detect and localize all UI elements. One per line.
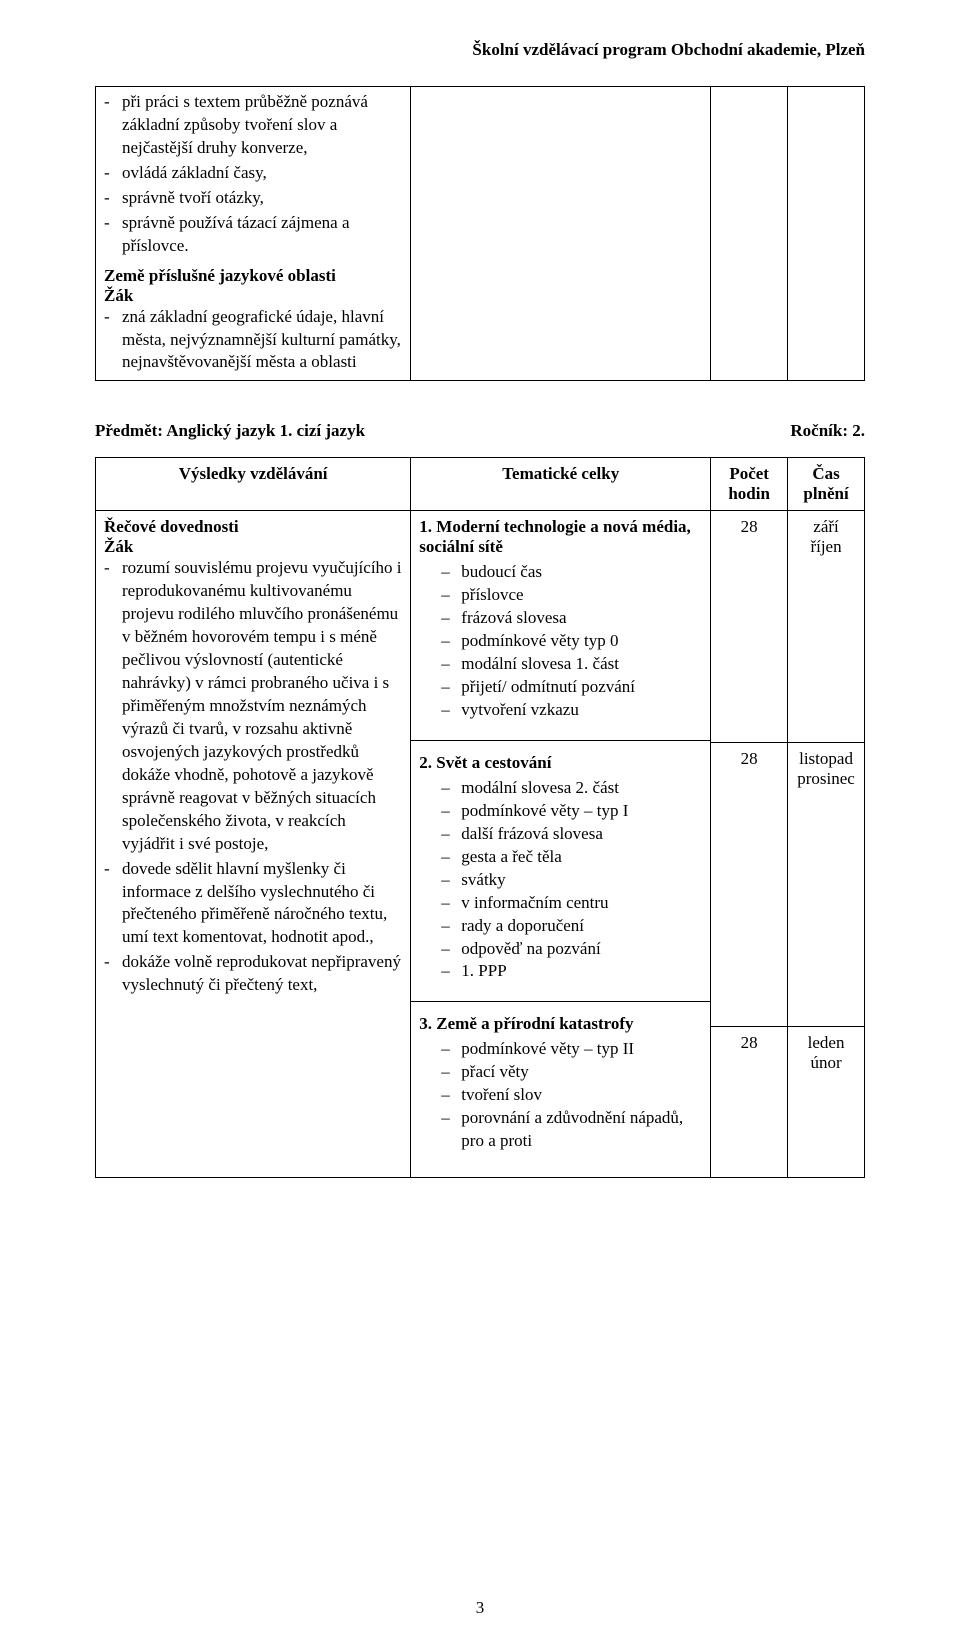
topic-bullets: modální slovesa 2. část podmínkové věty … [419,777,702,983]
table-row: při práci s textem průběžně poznává zákl… [96,87,865,381]
list-item: tvoření slov [461,1084,702,1107]
list-item: správně tvoří otázky, [118,187,402,210]
list-item: vytvoření vzkazu [461,699,702,722]
list-item: správně používá tázací zájmena a příslov… [118,212,402,258]
grade-label: Ročník: 2. [790,421,865,441]
list-item: gesta a řeč těla [461,846,702,869]
list-item: přijetí/ odmítnutí pozvání [461,676,702,699]
time-cell: září říjen listopad prosinec leden únor [788,511,865,1178]
topic-title: 3. Země a přírodní katastrofy [419,1014,702,1034]
topic-title: 1. Moderní technologie a nová média, soc… [419,517,702,557]
list-item: podmínkové věty – typ II [461,1038,702,1061]
topic-block: 1. Moderní technologie a nová média, soc… [411,511,710,741]
time-value: září říjen [788,511,864,743]
list-item: porovnání a zdůvodnění nápadů, pro a pro… [461,1107,702,1153]
dash-list-a: při práci s textem průběžně poznává zákl… [104,91,402,258]
list-item: zná základní geografické údaje, hlavní m… [118,306,402,375]
main-table: Výsledky vzdělávání Tematické celky Poče… [95,457,865,1178]
list-item: podmínkové věty – typ I [461,800,702,823]
subject-row: Předmět: Anglický jazyk 1. cizí jazyk Ro… [95,421,865,441]
table-row: Řečové dovednosti Žák rozumí souvislému … [96,511,865,1178]
list-item: v informačním centru [461,892,702,915]
col-header: Tematické celky [411,458,711,511]
top-cell-left: při práci s textem průběžně poznává zákl… [96,87,411,381]
list-item: při práci s textem průběžně poznává zákl… [118,91,402,160]
list-item: budoucí čas [461,561,702,584]
hours-value: 28 [711,1027,787,1053]
list-item: modální slovesa 2. část [461,777,702,800]
page-number: 3 [0,1598,960,1618]
dash-list-b: zná základní geografické údaje, hlavní m… [104,306,402,375]
subheading: Země příslušné jazykové oblasti [104,266,402,286]
col-header: Výsledky vzdělávání [96,458,411,511]
top-cell-4 [788,87,865,381]
top-table: při práci s textem průběžně poznává zákl… [95,86,865,381]
list-item: rozumí souvislému projevu vyučujícího i … [118,557,402,855]
list-item: další frázová slovesa [461,823,702,846]
outcomes-head: Řečové dovednosti [104,517,402,537]
topic-bullets: podmínkové věty – typ II přací věty tvoř… [419,1038,702,1153]
topic-title: 2. Svět a cestování [419,753,702,773]
top-cell-2 [411,87,711,381]
hours-value: 28 [711,511,787,743]
topic-block: 2. Svět a cestování modální slovesa 2. č… [411,747,710,1002]
topics-cell: 1. Moderní technologie a nová média, soc… [411,511,711,1178]
list-item: modální slovesa 1. část [461,653,702,676]
list-item: dovede sdělit hlavní myšlenky či informa… [118,858,402,950]
topic-bullets: budoucí čas příslovce frázová slovesa po… [419,561,702,722]
list-item: podmínkové věty typ 0 [461,630,702,653]
list-item: rady a doporučení [461,915,702,938]
list-item: 1. PPP [461,960,702,983]
subject-label: Předmět: Anglický jazyk 1. cizí jazyk [95,421,365,441]
page: Školní vzdělávací program Obchodní akade… [0,0,960,1648]
doc-header: Školní vzdělávací program Obchodní akade… [95,40,865,60]
hours-cell: 28 28 28 [711,511,788,1178]
outcomes-list: rozumí souvislému projevu vyučujícího i … [104,557,402,997]
time-value: leden únor [788,1027,864,1073]
list-item: frázová slovesa [461,607,702,630]
outcomes-cell: Řečové dovednosti Žák rozumí souvislému … [96,511,411,1178]
hours-value: 28 [711,743,787,1027]
time-value: listopad prosinec [788,743,864,1027]
list-item: ovládá základní časy, [118,162,402,185]
table-header-row: Výsledky vzdělávání Tematické celky Poče… [96,458,865,511]
list-item: dokáže volně reprodukovat nepřipravený v… [118,951,402,997]
zak-label: Žák [104,537,402,557]
top-cell-3 [711,87,788,381]
zak-label: Žák [104,286,402,306]
topic-block: 3. Země a přírodní katastrofy podmínkové… [411,1008,710,1171]
list-item: svátky [461,869,702,892]
col-header: Čas plnění [788,458,865,511]
list-item: odpověď na pozvání [461,938,702,961]
col-header: Počet hodin [711,458,788,511]
list-item: přací věty [461,1061,702,1084]
list-item: příslovce [461,584,702,607]
